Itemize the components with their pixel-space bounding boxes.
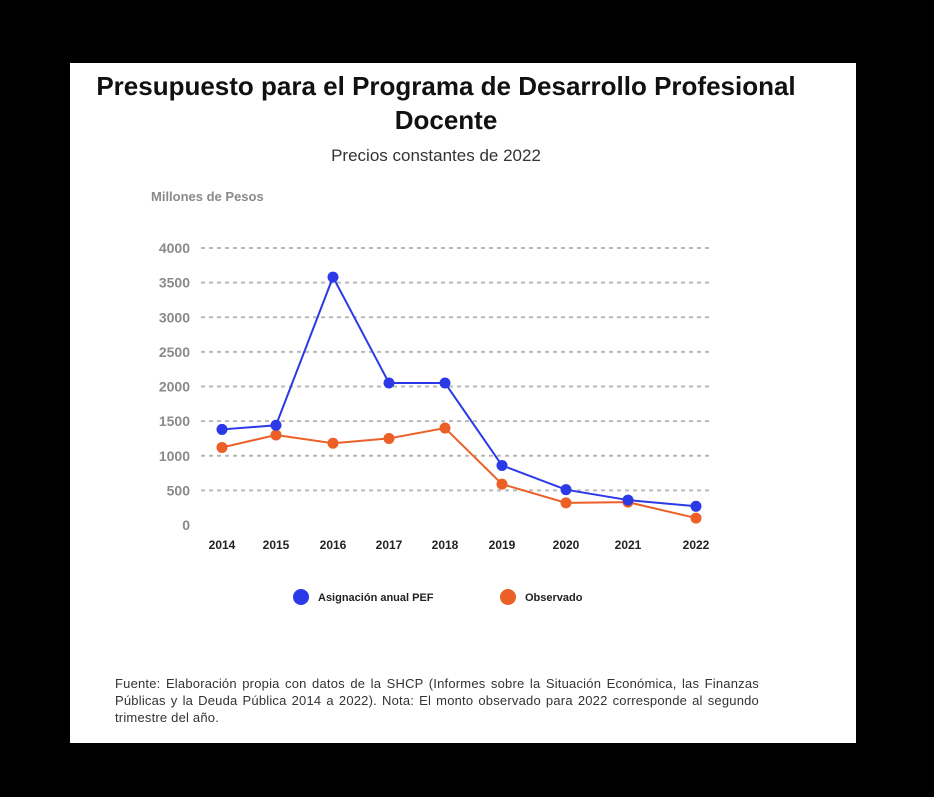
x-tick-label: 2019 bbox=[489, 538, 516, 552]
source-note: Fuente: Elaboración propia con datos de … bbox=[115, 676, 759, 725]
chart-card: Presupuesto para el Programa de Desarrol… bbox=[70, 63, 856, 743]
data-point bbox=[439, 422, 451, 434]
data-point bbox=[216, 441, 228, 453]
y-tick-label: 0 bbox=[182, 517, 190, 533]
data-point bbox=[690, 512, 702, 524]
y-axis-label: Millones de Pesos bbox=[151, 189, 264, 204]
data-point bbox=[439, 377, 451, 389]
x-tick-label: 2021 bbox=[615, 538, 642, 552]
legend-label: Asignación anual PEF bbox=[318, 592, 434, 604]
y-tick-label: 2500 bbox=[159, 344, 190, 360]
line-chart: 4000 3500 3000 2500 2000 1500 1000 500 0 2014 2015… bbox=[159, 240, 711, 605]
data-point bbox=[690, 500, 702, 512]
x-tick-label: 2015 bbox=[263, 538, 290, 552]
x-tick-label: 2016 bbox=[320, 538, 347, 552]
data-point bbox=[560, 497, 572, 509]
chart-subtitle: Precios constantes de 2022 bbox=[331, 146, 541, 165]
y-tick-label: 3000 bbox=[159, 309, 190, 325]
y-tick-label: 500 bbox=[167, 482, 191, 498]
data-point bbox=[327, 437, 339, 449]
data-point bbox=[383, 432, 395, 444]
y-tick-label: 2000 bbox=[159, 379, 190, 395]
y-tick-label: 1000 bbox=[159, 448, 190, 464]
data-point bbox=[327, 271, 339, 283]
data-point bbox=[383, 377, 395, 389]
chart-title: Presupuesto para el Programa de Desarrol… bbox=[96, 71, 796, 135]
x-tick-label: 2017 bbox=[376, 538, 403, 552]
data-point bbox=[270, 429, 282, 441]
x-tick-label: 2022 bbox=[683, 538, 710, 552]
x-tick-label: 2014 bbox=[209, 538, 236, 552]
x-tick-label: 2020 bbox=[553, 538, 580, 552]
x-tick-label: 2018 bbox=[432, 538, 459, 552]
data-point bbox=[622, 494, 634, 506]
legend-label: Observado bbox=[525, 592, 583, 604]
legend-marker bbox=[500, 589, 516, 605]
series-line bbox=[221, 274, 697, 508]
data-point bbox=[270, 419, 282, 431]
legend-marker bbox=[293, 589, 309, 605]
data-point bbox=[496, 459, 508, 471]
y-tick-label: 4000 bbox=[159, 240, 190, 256]
y-tick-label: 1500 bbox=[159, 413, 190, 429]
y-tick-label: 3500 bbox=[159, 275, 190, 291]
data-point bbox=[216, 423, 228, 435]
data-point bbox=[560, 484, 572, 496]
data-point bbox=[496, 478, 508, 490]
